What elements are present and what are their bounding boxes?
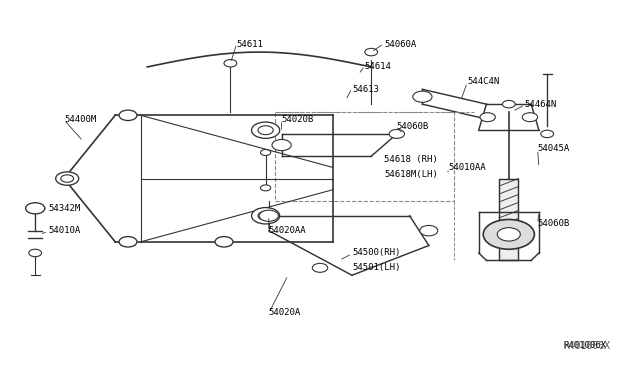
Bar xyxy=(275,112,454,201)
Text: 54020AA: 54020AA xyxy=(269,226,307,235)
Circle shape xyxy=(119,110,137,121)
Circle shape xyxy=(389,129,404,138)
Circle shape xyxy=(26,203,45,214)
Text: 54500(RH): 54500(RH) xyxy=(352,248,401,257)
Text: 54020A: 54020A xyxy=(269,308,301,317)
Circle shape xyxy=(483,219,534,249)
Circle shape xyxy=(541,130,554,138)
Text: 54060B: 54060B xyxy=(538,219,570,228)
Text: R401006X: R401006X xyxy=(563,341,606,350)
Text: 544C4N: 544C4N xyxy=(467,77,499,86)
Text: 54342M: 54342M xyxy=(48,204,80,213)
Circle shape xyxy=(522,113,538,122)
Circle shape xyxy=(252,122,280,138)
Circle shape xyxy=(365,48,378,56)
Bar xyxy=(499,179,518,260)
Text: 54501(LH): 54501(LH) xyxy=(352,263,401,272)
Text: 54464N: 54464N xyxy=(525,100,557,109)
Text: 54010AA: 54010AA xyxy=(448,163,486,172)
Text: R401006X: R401006X xyxy=(563,341,610,351)
Text: 54010A: 54010A xyxy=(48,226,80,235)
Text: 54618M(LH): 54618M(LH) xyxy=(384,170,438,179)
Circle shape xyxy=(413,91,432,102)
Circle shape xyxy=(56,172,79,185)
Text: 54020B: 54020B xyxy=(282,115,314,124)
Circle shape xyxy=(224,60,237,67)
Text: 54614: 54614 xyxy=(365,62,392,71)
Circle shape xyxy=(480,113,495,122)
Text: 54045A: 54045A xyxy=(538,144,570,153)
Text: 54060B: 54060B xyxy=(397,122,429,131)
Circle shape xyxy=(252,208,280,224)
Circle shape xyxy=(497,228,520,241)
Circle shape xyxy=(420,225,438,236)
Circle shape xyxy=(260,150,271,155)
Text: 54611: 54611 xyxy=(237,40,264,49)
Circle shape xyxy=(259,210,278,221)
Text: 54618 (RH): 54618 (RH) xyxy=(384,155,438,164)
Circle shape xyxy=(312,263,328,272)
Text: 54400M: 54400M xyxy=(64,115,96,124)
Circle shape xyxy=(502,100,515,108)
Circle shape xyxy=(29,249,42,257)
Text: 54060A: 54060A xyxy=(384,40,416,49)
Circle shape xyxy=(260,185,271,191)
Text: 54613: 54613 xyxy=(352,85,379,94)
Circle shape xyxy=(272,140,291,151)
Circle shape xyxy=(119,237,137,247)
Circle shape xyxy=(215,237,233,247)
